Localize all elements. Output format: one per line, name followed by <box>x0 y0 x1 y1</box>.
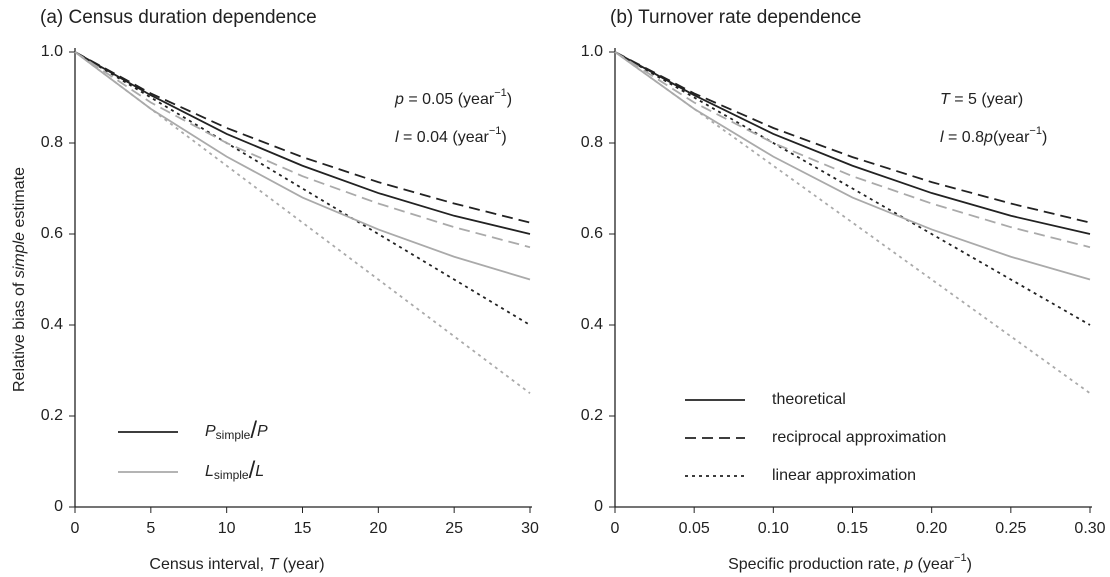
y-tick-label: 0.2 <box>41 407 63 424</box>
series-line <box>74 51 531 281</box>
panel: (b) Turnover rate dependence 0 0.2 0.4 0.6 0.… <box>581 7 1106 573</box>
text-part: estimate <box>11 167 28 232</box>
text-part: ) <box>507 91 512 108</box>
series-line <box>74 51 531 235</box>
series-line <box>614 51 1091 235</box>
text-part: = 5 (year) <box>950 91 1023 108</box>
text-part: Relative bias of <box>11 278 28 392</box>
x-tick-label: 25 <box>445 520 463 537</box>
series-line <box>74 51 531 326</box>
y-tick-label: 0 <box>54 498 63 515</box>
legend-label: Psimple/P <box>205 417 268 444</box>
y-tick-label: 0.2 <box>581 407 603 424</box>
y-tick-label: 0.8 <box>41 134 63 151</box>
chart-title: (a) Census duration dependence <box>40 7 317 28</box>
text-part: p <box>903 556 913 573</box>
text-part: L <box>255 463 264 480</box>
x-tick-label: 0.05 <box>679 520 710 537</box>
y-tick-label: 0.6 <box>581 225 603 242</box>
text-part: = 0.8 <box>944 129 985 146</box>
x-tick-label: 15 <box>294 520 312 537</box>
x-tick-label: 0.25 <box>995 520 1026 537</box>
text-part: Census interval, <box>149 556 268 573</box>
text-part: simple <box>216 428 251 442</box>
x-tick-label: 0.20 <box>916 520 947 537</box>
text-part: p <box>394 91 404 108</box>
x-tick-label: 5 <box>146 520 155 537</box>
legend-label: reciprocal approximation <box>772 429 946 446</box>
text-part: = 0.05 (year <box>404 91 495 108</box>
text-part: (year) <box>278 556 324 573</box>
x-tick-label: 0 <box>71 520 80 537</box>
x-tick-label: 20 <box>369 520 387 537</box>
x-tick-label: 0.10 <box>758 520 789 537</box>
series-line <box>614 51 1091 224</box>
y-tick-label: 0.4 <box>41 316 63 333</box>
legend-label: linear approximation <box>772 467 916 484</box>
text-part: −1 <box>954 552 967 564</box>
text-part: (year <box>993 129 1030 146</box>
text-part: (year <box>913 556 955 573</box>
text-part: linear approximation <box>772 467 916 484</box>
text-part: −1 <box>1029 125 1042 137</box>
panel: (a) Census duration dependence 0 0.2 0.4 0.6… <box>11 7 539 573</box>
text-part: l <box>940 129 944 146</box>
text-part: P <box>257 423 268 440</box>
text-part: L <box>205 463 214 480</box>
text-part: ) <box>1042 129 1047 146</box>
legend-label: Lsimple/L <box>205 457 264 484</box>
text-part: theoretical <box>772 391 846 408</box>
series-line <box>74 51 531 224</box>
text-part: ) <box>501 129 506 146</box>
text-part: ) <box>967 556 972 573</box>
legend-label: theoretical <box>772 391 846 408</box>
text-part: reciprocal approximation <box>772 429 946 446</box>
y-tick-label: 0 <box>594 498 603 515</box>
y-tick-label: 1.0 <box>41 43 63 60</box>
text-part: / <box>249 457 256 484</box>
text-part: Specific production rate, <box>728 556 904 573</box>
series-line <box>614 51 1091 249</box>
text-part: simple <box>214 468 249 482</box>
y-tick-label: 0.8 <box>581 134 603 151</box>
annotation: p = 0.05 (year−1) <box>394 87 512 108</box>
annotation: l = 0.8p(year−1) <box>940 125 1047 146</box>
x-tick-label: 0 <box>611 520 620 537</box>
y-tick-label: 0.4 <box>581 316 603 333</box>
text-part: = 0.04 (year <box>399 129 490 146</box>
x-tick-label: 0.30 <box>1074 520 1105 537</box>
text-part: T <box>940 91 951 108</box>
text-part: simple <box>11 232 28 278</box>
series-line <box>74 51 531 249</box>
y-tick-label: 0.6 <box>41 225 63 242</box>
y-axis-label: Relative bias of simple estimate <box>11 167 28 392</box>
x-tick-label: 30 <box>521 520 539 537</box>
y-tick-label: 1.0 <box>581 43 603 60</box>
series-line <box>614 51 1091 281</box>
annotation: T = 5 (year) <box>940 91 1023 108</box>
text-part: l <box>395 129 399 146</box>
x-axis-label: Census interval, T (year) <box>149 556 324 573</box>
x-tick-label: 10 <box>218 520 236 537</box>
text-part: p <box>983 129 993 146</box>
annotation: l = 0.04 (year−1) <box>395 125 507 146</box>
series-line <box>614 51 1091 326</box>
text-part: / <box>250 417 257 444</box>
text-part: −1 <box>494 87 507 99</box>
chart-title: (b) Turnover rate dependence <box>610 7 861 28</box>
text-part: P <box>205 423 216 440</box>
text-part: T <box>269 556 280 573</box>
x-tick-label: 0.15 <box>837 520 868 537</box>
x-axis-label: Specific production rate, p (year−1) <box>728 552 972 573</box>
text-part: −1 <box>489 125 502 137</box>
